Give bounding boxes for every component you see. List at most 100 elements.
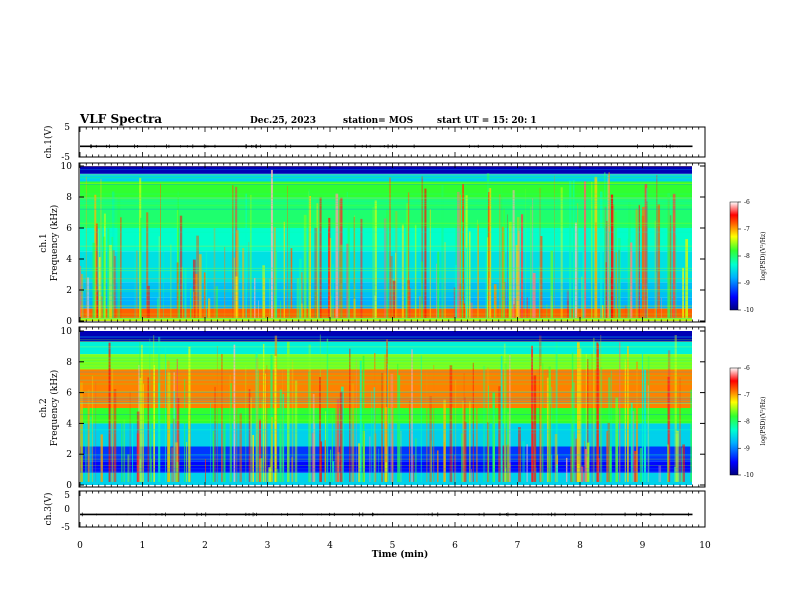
spectrogram-burst <box>600 334 602 482</box>
x-tick-label: 3 <box>265 541 271 551</box>
spectrogram-striation <box>80 306 692 308</box>
ch3-waveform-trace <box>80 512 693 517</box>
spectrogram-burst <box>458 283 462 318</box>
spectrogram-burst <box>494 304 495 318</box>
ch1-waveform-frame <box>78 126 706 158</box>
spectrogram-striation <box>80 267 692 269</box>
spectrogram-burst <box>89 416 92 482</box>
spectrogram-burst <box>629 242 633 318</box>
spectrogram-striation <box>80 429 692 431</box>
spectrogram-striation <box>80 166 692 167</box>
x-tick-label: 9 <box>640 541 646 551</box>
spectrogram-burst <box>242 248 245 318</box>
spectrogram-burst <box>287 185 288 318</box>
spectrogram-burst <box>575 438 578 482</box>
spectrogram-burst <box>572 382 575 482</box>
spectrogram-burst <box>507 412 510 482</box>
spectrogram-burst <box>503 343 506 482</box>
spectrogram-burst <box>279 424 281 482</box>
spectrogram-burst <box>158 382 161 482</box>
spectrogram-burst <box>146 212 149 318</box>
spectrogram-striation <box>80 400 692 401</box>
spectrogram-burst <box>449 365 453 482</box>
spectrogram-burst <box>257 300 259 318</box>
ch1-spectrogram-frame <box>78 162 706 323</box>
x-axis: 0 1 2 3 4 5 6 7 8 9 10 <box>77 127 711 551</box>
spectrogram-striation <box>80 300 692 302</box>
spectrogram-burst <box>642 206 645 318</box>
spectrogram-burst <box>135 250 138 318</box>
spectrogram-burst <box>299 258 302 318</box>
spectrogram-burst <box>634 450 637 482</box>
spectrogram-burst <box>420 355 422 482</box>
spectrogram-burst <box>221 354 223 482</box>
spectrogram-burst <box>516 217 520 318</box>
spectrogram-burst <box>171 447 174 482</box>
spectrogram-striation <box>80 197 692 199</box>
spectrogram-burst <box>134 235 136 318</box>
spectrogram-burst <box>674 466 676 482</box>
spectrogram-burst <box>274 295 276 318</box>
spectrogram-burst <box>117 195 121 318</box>
spectrogram-burst <box>542 362 544 482</box>
spectrogram-burst <box>179 215 183 318</box>
spectrogram-burst <box>641 215 645 318</box>
spectrogram-burst <box>273 227 276 318</box>
spectrogram-burst <box>369 436 371 482</box>
colorbar-tick-label: -6 <box>744 365 750 372</box>
spectrogram-burst <box>129 391 131 482</box>
spectrogram-burst <box>389 177 391 318</box>
spectrogram-burst <box>647 385 649 482</box>
spectrogram-burst <box>628 202 631 318</box>
spectrogram-burst <box>454 265 458 318</box>
spectrogram-striation <box>80 222 692 224</box>
spectrogram-burst <box>313 423 316 482</box>
spectrogram-striation <box>80 177 692 179</box>
spectrogram-burst <box>111 236 114 318</box>
spectrogram-band <box>80 166 692 174</box>
spectrogram-burst <box>411 349 413 482</box>
spectrogram-striation <box>80 414 692 416</box>
spectrogram-burst <box>579 348 582 482</box>
spectrogram-burst <box>170 244 172 318</box>
spectrogram-burst <box>212 430 215 482</box>
spectrogram-burst <box>406 202 409 318</box>
spectrogram-burst <box>429 209 431 318</box>
ch1-spectrogram-ylabel: ch.1 <box>39 233 49 252</box>
spectrogram-burst <box>385 407 388 482</box>
ch3-ytick-mid: 0 <box>64 505 70 515</box>
spectrogram-burst <box>461 221 464 318</box>
spectrogram-burst <box>176 461 179 482</box>
spectrogram-band <box>80 341 692 355</box>
spectrogram-burst <box>162 250 164 318</box>
spectrogram-burst <box>332 264 334 318</box>
spectrogram-burst <box>501 185 503 318</box>
spectrogram-burst <box>635 361 639 482</box>
spectrogram-striation <box>80 361 692 362</box>
spectrogram-burst <box>658 465 662 482</box>
spectrogram-burst <box>205 459 206 482</box>
spectrogram-burst <box>538 266 541 318</box>
spectrogram-burst <box>615 397 619 482</box>
spectrogram-burst <box>311 432 314 482</box>
spectrogram-burst <box>398 375 401 482</box>
spectrogram-ytick-label: 0 <box>66 317 72 327</box>
spectrogram-burst <box>184 378 186 482</box>
spectrogram-striation <box>80 371 692 373</box>
spectrogram-burst <box>657 204 661 318</box>
spectrogram-burst <box>560 187 563 318</box>
spectrogram-burst <box>262 343 265 482</box>
spectrogram-burst <box>177 191 179 318</box>
spectrogram-burst <box>184 268 187 318</box>
spectrogram-burst <box>82 249 84 318</box>
spectrogram-striation <box>80 222 692 224</box>
spectrogram-burst <box>282 368 283 482</box>
spectrogram-burst <box>271 416 273 482</box>
spectrogram-burst <box>87 389 90 482</box>
spectrogram-band <box>80 173 692 182</box>
spectrogram-burst <box>565 457 568 482</box>
spectrogram-burst <box>414 224 417 318</box>
spectrogram-burst <box>608 172 610 318</box>
spectrogram-burst <box>166 360 170 482</box>
